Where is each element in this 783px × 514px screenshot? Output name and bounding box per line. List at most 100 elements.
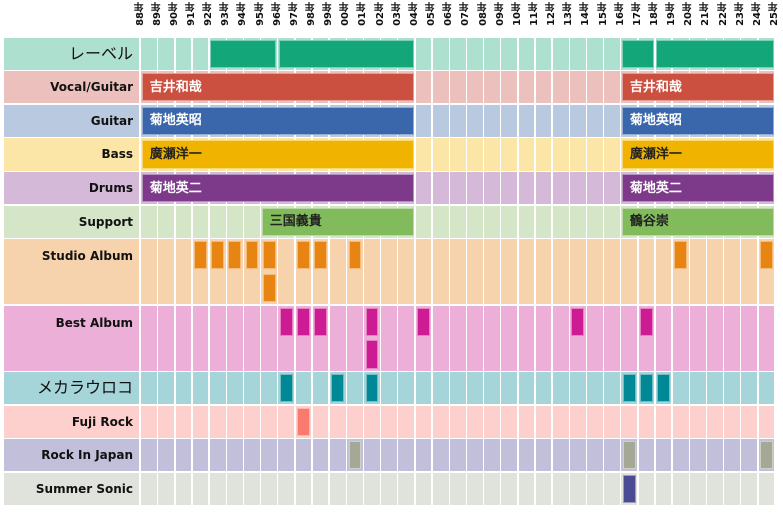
- grid-cell: [467, 439, 483, 472]
- event-mark: [657, 373, 670, 403]
- grid-cell: [484, 138, 500, 171]
- grid-cell: [278, 405, 295, 438]
- x-tick-label: 08年: [477, 2, 489, 26]
- span-bar: [141, 173, 414, 203]
- grid-cell: [621, 305, 638, 371]
- grid-cell: [724, 239, 741, 305]
- grid-cell: [192, 205, 209, 238]
- grid-cell: [569, 71, 586, 104]
- grid-cell: [209, 371, 226, 405]
- member-name: 廣瀬洋一: [149, 146, 202, 162]
- grid-cell: [724, 405, 741, 438]
- grid-cell: [518, 37, 535, 70]
- grid-cell: [158, 439, 175, 472]
- x-tick-label: 95年: [254, 2, 266, 26]
- x-tick-label: 21年: [700, 2, 712, 26]
- grid-cell: [192, 371, 209, 405]
- grid-cell: [569, 37, 586, 70]
- grid-cell: [587, 405, 603, 438]
- row-label: Studio Album: [41, 249, 133, 264]
- grid-cell: [484, 104, 500, 137]
- grid-cell: [535, 472, 552, 505]
- event-mark: [245, 241, 259, 270]
- grid-cell: [449, 71, 466, 104]
- x-tick-label: 89年: [151, 2, 163, 26]
- grid-cell: [175, 205, 192, 238]
- grid-cell: [329, 439, 346, 472]
- grid-cell: [209, 405, 226, 438]
- span-bar: [621, 140, 774, 169]
- grid-cell: [501, 171, 518, 205]
- grid-cell: [244, 205, 260, 238]
- grid-cell: [518, 239, 535, 305]
- grid-cell: [278, 239, 295, 305]
- grid-cell: [244, 439, 260, 472]
- grid-cell: [415, 138, 432, 171]
- x-tick-label: 06年: [443, 2, 455, 26]
- grid-cell: [312, 371, 329, 405]
- grid-cell: [655, 305, 672, 371]
- grid-cell: [415, 205, 432, 238]
- grid-cell: [501, 138, 518, 171]
- event-mark: [314, 241, 327, 270]
- grid-cell: [518, 171, 535, 205]
- grid-cell: [175, 239, 192, 305]
- grid-cell: [432, 472, 449, 505]
- x-tick-label: 20年: [683, 2, 695, 26]
- member-name: 菊地英昭: [149, 113, 202, 129]
- x-tick-label: 11年: [528, 2, 540, 26]
- grid-cell: [364, 472, 380, 505]
- grid-cell: [484, 37, 500, 70]
- grid-cell: [552, 171, 569, 205]
- grid-cell: [467, 472, 483, 505]
- grid-cell: [587, 171, 603, 205]
- grid-cell: [295, 439, 312, 472]
- grid-cell: [467, 239, 483, 305]
- grid-cell: [552, 37, 569, 70]
- grid-cell: [604, 371, 620, 405]
- x-tick-label: 97年: [288, 2, 300, 26]
- grid-cell: [518, 405, 535, 438]
- span-bar: [621, 106, 774, 135]
- grid-cell: [724, 371, 741, 405]
- grid-cell: [569, 371, 586, 405]
- row-label: Summer Sonic: [35, 481, 133, 496]
- x-tick-label: 23年: [734, 2, 746, 26]
- row-label: Best Album: [55, 315, 133, 330]
- grid-cell: [484, 205, 500, 238]
- grid-cell: [535, 104, 552, 137]
- grid-cell: [655, 472, 672, 505]
- grid-cell: [758, 405, 775, 438]
- grid-cell: [707, 371, 723, 405]
- event-mark: [760, 241, 773, 270]
- grid-cell: [535, 405, 552, 438]
- x-tick-label: 96年: [271, 2, 283, 26]
- grid-cell: [192, 472, 209, 505]
- member-name: 三国義貴: [269, 214, 322, 230]
- event-mark: [262, 241, 276, 270]
- grid-cell: [655, 405, 672, 438]
- event-mark: [279, 307, 293, 336]
- event-mark: [262, 273, 276, 303]
- grid-cell: [347, 405, 363, 438]
- grid-cell: [158, 305, 175, 371]
- event-mark: [279, 373, 293, 403]
- grid-cell: [449, 104, 466, 137]
- event-mark: [760, 441, 773, 470]
- grid-cell: [604, 71, 620, 104]
- grid-cell: [569, 472, 586, 505]
- grid-cell: [295, 472, 312, 505]
- grid-cell: [175, 305, 192, 371]
- grid-cell: [278, 439, 295, 472]
- grid-cell: [535, 305, 552, 371]
- grid-cell: [381, 405, 398, 438]
- grid-cell: [587, 138, 603, 171]
- x-tick-label: 12年: [546, 2, 558, 26]
- grid-cell: [501, 305, 518, 371]
- grid-cell: [552, 138, 569, 171]
- grid-cell: [552, 305, 569, 371]
- grid-cell: [158, 205, 175, 238]
- x-tick-label: 25年: [769, 2, 781, 26]
- row-label-cell: [4, 37, 139, 70]
- x-tick-label: 88年: [134, 2, 146, 26]
